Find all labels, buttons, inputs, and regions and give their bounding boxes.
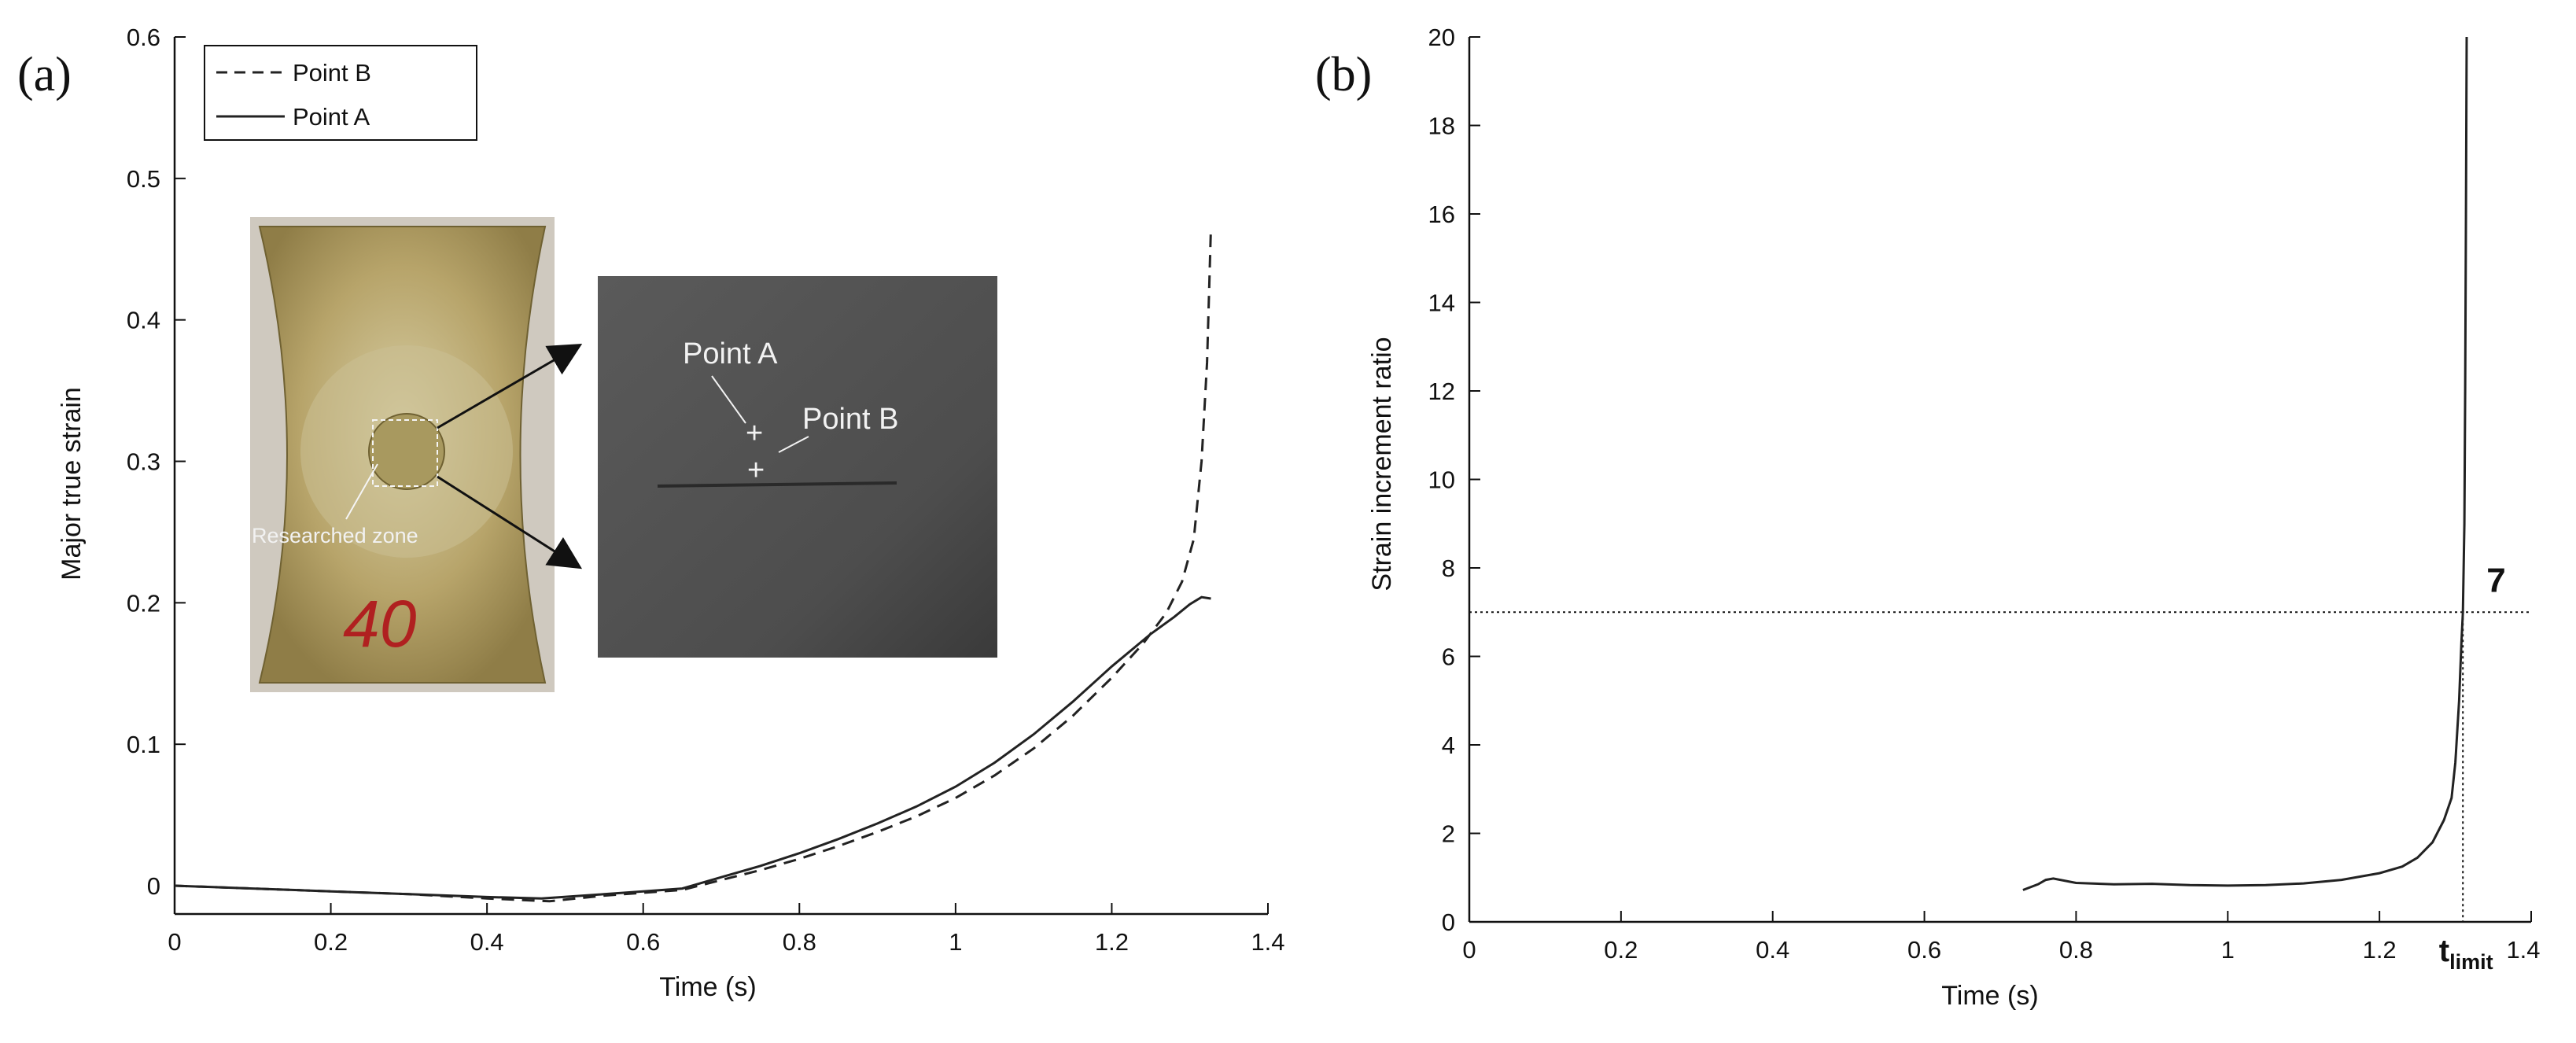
- y-axis-title-a: Major true strain: [57, 387, 87, 580]
- zoom-photo: Point A + Point B +: [598, 276, 997, 658]
- y-tick-label-b: 16: [1428, 201, 1455, 228]
- researched-zone-label: Researched zone: [252, 524, 418, 547]
- x-tick-label-a: 1: [949, 928, 962, 956]
- x-axis-title-b: Time (s): [1941, 981, 2038, 1011]
- x-tick-label-b: 0.4: [1756, 936, 1789, 964]
- zoom-arrow-bottom: [437, 475, 583, 569]
- t-limit-label: tlimit: [2439, 934, 2493, 974]
- legend-label-point-b: Point B: [293, 59, 371, 87]
- zoom-arrow-top: [437, 343, 583, 429]
- data-lines-b: [2022, 36, 2468, 891]
- x-tick-label-a: 1.4: [1251, 928, 1284, 956]
- x-tick-label-a: 0.6: [626, 928, 660, 956]
- y-tick-label-b: 12: [1428, 378, 1455, 405]
- panel-b: (b) 0 0.2 0.4 0.6 0.8 1 1.2 0 2 4 6 8 10 12 14 16 18 20 T…: [1315, 24, 2541, 1011]
- y-tick-label-b: 8: [1442, 555, 1455, 582]
- y-tick-label-b: 10: [1428, 466, 1455, 494]
- y-tick-label-b: 4: [1442, 732, 1455, 759]
- threshold-label: 7: [2486, 561, 2505, 599]
- specimen-photo: Researched zone 40: [250, 217, 555, 692]
- y-tick-label-b: 14: [1428, 289, 1455, 317]
- y-tick-label-a: 0.5: [127, 165, 160, 193]
- researched-zone-box: [372, 419, 438, 487]
- y-tick-label-a: 0.4: [127, 307, 160, 334]
- axes-b: 0 0.2 0.4 0.6 0.8 1 1.2 0 2 4 6 8 10 12 14 16 18 20: [1428, 24, 2532, 964]
- ticks-b: 0 0.2 0.4 0.6 0.8 1 1.2 0 2 4 6 8 10 12 14 16 18 20: [1428, 24, 2532, 964]
- x-tick-label-a: 1.2: [1095, 928, 1129, 956]
- x-tick-label-b: 1: [2221, 936, 2235, 964]
- x-tick-label-a: 0.8: [783, 928, 816, 956]
- y-tick-label-a: 0.2: [127, 589, 160, 617]
- legend-a: Point B Point A: [204, 45, 477, 141]
- crack-line: [657, 481, 897, 488]
- x-tick-label-b: 0.2: [1604, 936, 1638, 964]
- y-tick-label-b: 20: [1428, 24, 1455, 51]
- y-tick-label-a: 0.6: [127, 24, 160, 51]
- series-line-point-b: [174, 227, 1212, 903]
- x-tick-label-b: 1.2: [2363, 936, 2397, 964]
- y-tick-label-b: 6: [1442, 643, 1455, 671]
- y-tick-label-a: 0: [147, 872, 160, 900]
- series-line-point-a: [174, 595, 1211, 900]
- x-axis-title-a: Time (s): [659, 972, 756, 1002]
- x-tick-label-a: 0.2: [314, 928, 348, 956]
- point-b-marker: +: [747, 454, 765, 487]
- specimen-number: 40: [343, 587, 417, 661]
- y-tick-label-b: 18: [1428, 112, 1455, 140]
- y-tick-label-b: 0: [1442, 908, 1455, 936]
- panel-label-a: (a): [17, 48, 72, 101]
- x-tick-label-b: 0: [1462, 936, 1476, 964]
- y-tick-label-b: 2: [1442, 820, 1455, 848]
- x-tick-label-b-last: 1.4: [2506, 936, 2540, 964]
- y-tick-label-a: 0.3: [127, 448, 160, 476]
- ticks-a: 0 0.2 0.4 0.6 0.8 1 1.2 1.4 0 0.1 0.2 0.3 0.4 0.5 0.6: [127, 24, 1285, 956]
- axes-a: 0 0.2 0.4 0.6 0.8 1 1.2 1.4 0 0.1 0.2 0.3 0.4 0.5 0.6: [127, 24, 1285, 956]
- x-tick-label-a: 0.4: [470, 928, 504, 956]
- t-limit-main: t: [2439, 934, 2449, 968]
- legend-label-point-a: Point A: [293, 103, 370, 131]
- t-limit-subscript: limit: [2449, 950, 2493, 974]
- panel-label-b: (b): [1315, 48, 1372, 101]
- point-b-label: Point B: [802, 403, 899, 436]
- x-tick-label-b: 0.6: [1907, 936, 1941, 964]
- legend-box-a: [204, 45, 477, 141]
- point-a-marker: +: [746, 417, 763, 450]
- point-a-label: Point A: [683, 337, 778, 370]
- x-tick-label-b: 0.8: [2059, 936, 2093, 964]
- data-lines-a: [174, 227, 1212, 903]
- y-axis-title-b: Strain increment ratio: [1367, 337, 1397, 591]
- panel-a: (a) 0 0.2 0.4 0.6 0.8 1 1.2 1.4 0 0.1 0.2 0.3 0.4 0.5…: [17, 24, 1285, 1002]
- series-line-strain-ratio: [2022, 36, 2468, 891]
- y-tick-label-a: 0.1: [127, 731, 160, 758]
- x-tick-label-a: 0: [168, 928, 181, 956]
